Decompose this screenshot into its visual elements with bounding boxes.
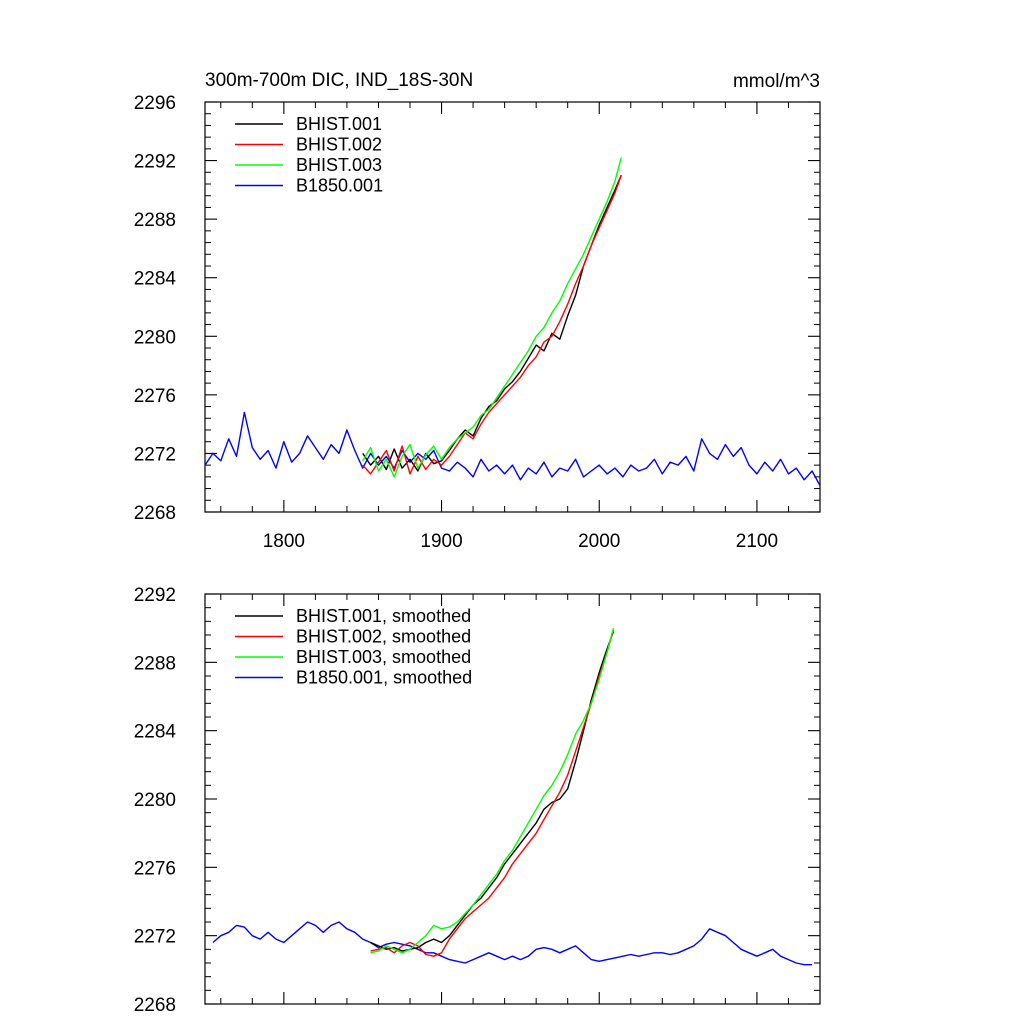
y-tick-label: 2284 — [134, 722, 177, 743]
bottom-panel: 2268 2272 2276 2280 2284 2288 2292 BHIST.001, s… — [134, 585, 821, 1016]
legend-label: BHIST.002 — [296, 135, 382, 155]
units-label: mmol/m^3 — [733, 71, 820, 92]
y-tick-label: 2272 — [134, 444, 176, 465]
legend-label: B1850.001 — [296, 176, 383, 196]
series-line-4 — [205, 411, 820, 486]
y-tick-label: 2268 — [134, 995, 176, 1016]
legend-label: BHIST.001 — [296, 114, 382, 134]
panel-title: 300m-700m DIC, IND_18S-30N — [205, 70, 473, 91]
series-line-3 — [370, 628, 615, 954]
legend-label: B1850.001, smoothed — [296, 668, 472, 688]
series-line-4 — [212, 921, 813, 966]
y-tick-label: 2292 — [134, 152, 176, 173]
y-tick-label: 2288 — [134, 653, 176, 674]
top-panel: 300m-700m DIC, IND_18S-30N mmol/m^3 1800… — [134, 70, 821, 552]
series-line-1 — [362, 174, 622, 472]
y-tick-label: 2292 — [134, 585, 176, 606]
x-tick-label: 2100 — [736, 531, 778, 552]
x-tick-label: 2000 — [578, 531, 620, 552]
y-tick-label: 2276 — [134, 858, 176, 879]
y-tick-label: 2280 — [134, 790, 176, 811]
y-tick-label: 2276 — [134, 386, 176, 407]
y-tick-label: 2288 — [134, 210, 176, 231]
y-tick-label: 2268 — [134, 503, 176, 524]
series-line-3 — [362, 157, 622, 478]
x-tick-label: 1900 — [420, 531, 462, 552]
legend-label: BHIST.001, smoothed — [296, 606, 471, 626]
legend-label: BHIST.002, smoothed — [296, 627, 471, 647]
legend-label: BHIST.003, smoothed — [296, 647, 471, 667]
y-tick-label: 2280 — [134, 327, 176, 348]
plot-frame — [204, 101, 821, 513]
y-tick-label: 2284 — [134, 269, 177, 290]
y-tick-label: 2272 — [134, 927, 176, 948]
series-line-2 — [370, 629, 615, 957]
legend-label: BHIST.003 — [296, 155, 382, 175]
series-line-2 — [362, 174, 622, 475]
x-tick-label: 1800 — [263, 531, 305, 552]
y-tick-label: 2296 — [134, 93, 176, 114]
